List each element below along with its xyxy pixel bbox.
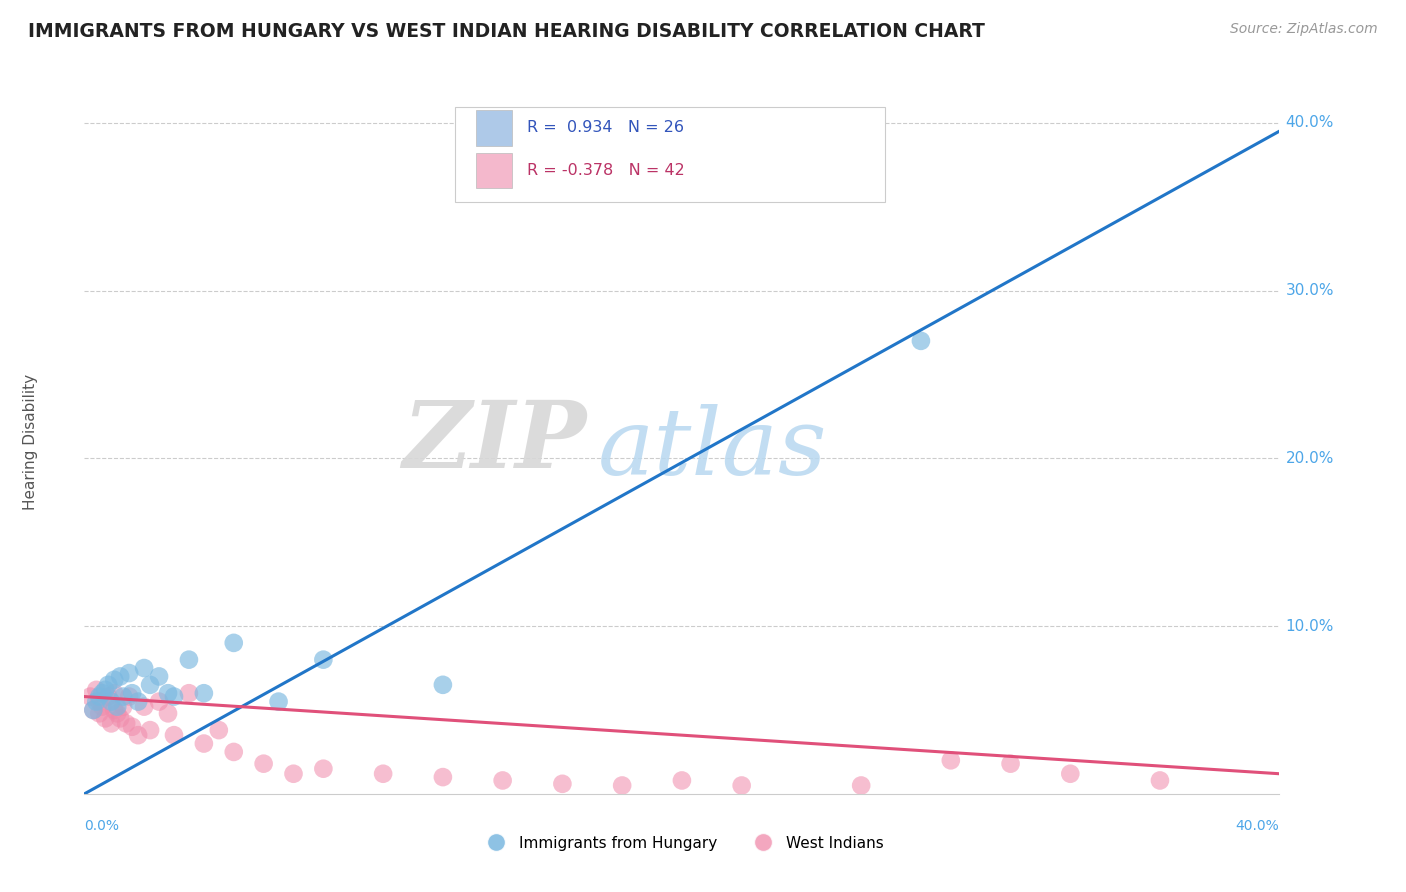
- Point: [89, 706, 111, 721]
- Text: ZIP: ZIP: [402, 397, 586, 486]
- Point: [139, 723, 162, 738]
- Point: [115, 716, 138, 731]
- Text: Hearing Disability: Hearing Disability: [22, 374, 38, 509]
- Point: [939, 753, 962, 767]
- Point: [132, 699, 156, 714]
- Text: 20.0%: 20.0%: [1285, 450, 1334, 466]
- Point: [177, 686, 200, 700]
- Point: [267, 695, 290, 709]
- Point: [89, 690, 111, 704]
- Point: [671, 773, 693, 788]
- Point: [283, 766, 305, 780]
- Text: R =  0.934   N = 26: R = 0.934 N = 26: [526, 120, 683, 136]
- Point: [222, 745, 245, 759]
- Point: [91, 699, 114, 714]
- Text: R = -0.378   N = 42: R = -0.378 N = 42: [526, 162, 685, 178]
- Point: [121, 686, 143, 700]
- Point: [112, 690, 135, 704]
- Point: [121, 720, 143, 734]
- Point: [94, 682, 117, 697]
- Bar: [477, 153, 512, 188]
- Point: [312, 762, 335, 776]
- Point: [103, 686, 125, 700]
- Point: [118, 666, 141, 681]
- Point: [86, 682, 108, 697]
- Text: 30.0%: 30.0%: [1285, 283, 1334, 298]
- Bar: [477, 111, 512, 145]
- Point: [910, 334, 932, 348]
- Text: 40.0%: 40.0%: [1236, 819, 1279, 832]
- Point: [132, 661, 156, 675]
- Point: [222, 636, 245, 650]
- Point: [1059, 766, 1081, 780]
- Text: IMMIGRANTS FROM HUNGARY VS WEST INDIAN HEARING DISABILITY CORRELATION CHART: IMMIGRANTS FROM HUNGARY VS WEST INDIAN H…: [28, 22, 986, 41]
- Point: [492, 773, 515, 788]
- Point: [551, 777, 574, 791]
- Point: [177, 653, 200, 667]
- Point: [432, 678, 454, 692]
- Point: [610, 779, 633, 793]
- Point: [312, 653, 335, 667]
- Point: [139, 678, 162, 692]
- Point: [371, 766, 394, 780]
- Text: 10.0%: 10.0%: [1285, 618, 1334, 633]
- Point: [148, 695, 170, 709]
- Point: [118, 690, 141, 704]
- Point: [1149, 773, 1171, 788]
- Point: [100, 716, 122, 731]
- Point: [157, 706, 180, 721]
- Point: [82, 703, 104, 717]
- Point: [89, 695, 111, 709]
- Point: [193, 737, 215, 751]
- Point: [1000, 756, 1022, 771]
- Point: [253, 756, 276, 771]
- Point: [103, 703, 125, 717]
- Text: Source: ZipAtlas.com: Source: ZipAtlas.com: [1230, 22, 1378, 37]
- Point: [103, 673, 125, 687]
- Point: [79, 690, 101, 704]
- Text: atlas: atlas: [599, 403, 828, 493]
- Point: [105, 699, 128, 714]
- Point: [97, 678, 120, 692]
- Legend: Immigrants from Hungary, West Indians: Immigrants from Hungary, West Indians: [474, 830, 890, 856]
- Point: [163, 728, 186, 742]
- Point: [110, 669, 132, 683]
- Point: [432, 770, 454, 784]
- Point: [112, 699, 135, 714]
- Point: [110, 711, 132, 725]
- Point: [127, 728, 149, 742]
- Point: [105, 706, 128, 721]
- FancyBboxPatch shape: [456, 107, 886, 202]
- Point: [208, 723, 231, 738]
- Point: [82, 703, 104, 717]
- Text: 40.0%: 40.0%: [1285, 115, 1334, 130]
- Point: [849, 779, 872, 793]
- Point: [148, 669, 170, 683]
- Point: [97, 690, 120, 704]
- Point: [127, 695, 149, 709]
- Point: [163, 690, 186, 704]
- Point: [157, 686, 180, 700]
- Point: [94, 711, 117, 725]
- Point: [193, 686, 215, 700]
- Point: [86, 695, 108, 709]
- Point: [100, 695, 122, 709]
- Point: [91, 686, 114, 700]
- Text: 0.0%: 0.0%: [84, 819, 120, 832]
- Point: [731, 779, 754, 793]
